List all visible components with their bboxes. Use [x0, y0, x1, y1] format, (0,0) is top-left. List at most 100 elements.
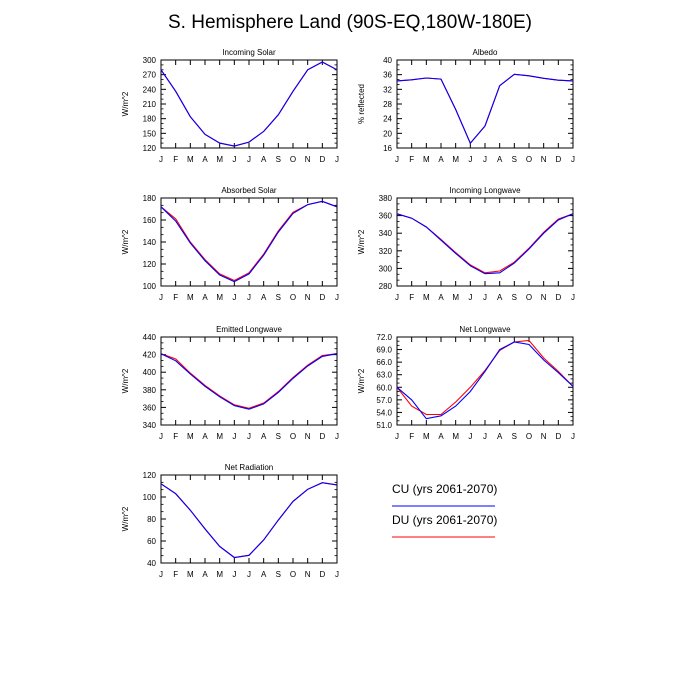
panel-net-longwave-series-cu-yrs-2061-2070 [396, 341, 574, 420]
panel-net-radiation-xtick-label: A [261, 570, 267, 579]
panel-net-longwave-xtick-label: J [571, 432, 575, 441]
panel-absorbed-solar-xtick-label: D [319, 293, 325, 302]
panel-incoming-solar-xtick-label: O [290, 155, 296, 164]
panel-albedo-xtick-label: F [409, 155, 414, 164]
panel-emitted-longwave-xtick-label: J [247, 432, 251, 441]
panel-emitted-longwave-ytick-label: 340 [143, 421, 157, 430]
panel-incoming-solar-series-du-yrs-2061-2070 [160, 61, 338, 147]
panel-absorbed-solar-ytick-label: 100 [143, 282, 157, 291]
panel-net-longwave-xtick-label: F [409, 432, 414, 441]
panel-incoming-longwave-xtick-label: J [395, 293, 399, 302]
panel-absorbed-solar-xtick-label: N [305, 293, 311, 302]
panel-incoming-solar-ylabel: W/m^2 [121, 91, 130, 116]
panel-net-longwave-xtick-label: A [497, 432, 503, 441]
panel-incoming-longwave-ytick-label: 380 [379, 194, 393, 203]
panel-net-radiation-xtick-label: M [216, 570, 223, 579]
panel-incoming-longwave-ytick-label: 360 [379, 212, 393, 221]
panel-net-longwave-ytick-label: 60.0 [376, 383, 392, 392]
panel-incoming-solar-xtick-label: J [232, 155, 236, 164]
panel-absorbed-solar-xtick-label: J [159, 293, 163, 302]
panel-incoming-solar-xtick-label: A [261, 155, 267, 164]
panel-albedo-ytick-label: 20 [383, 129, 392, 138]
panel-emitted-longwave-xtick-label: O [290, 432, 296, 441]
panel-emitted-longwave-xtick-label: A [202, 432, 208, 441]
panel-net-longwave-ytick-label: 54.0 [376, 408, 392, 417]
panel-incoming-longwave-ytick-label: 300 [379, 264, 393, 273]
panel-net-longwave-ylabel: W/m^2 [357, 368, 366, 393]
panel-absorbed-solar-ylabel: W/m^2 [121, 229, 130, 254]
panel-emitted-longwave-xtick-label: J [159, 432, 163, 441]
figure-title: S. Hemisphere Land (90S-EQ,180W-180E) [168, 12, 532, 33]
panel-net-longwave-series-du-yrs-2061-2070 [396, 339, 574, 416]
panel-incoming-longwave-xtick-label: S [512, 293, 517, 302]
panel-incoming-longwave-xtick-label: O [526, 293, 532, 302]
panel-emitted-longwave-xtick-label: D [319, 432, 325, 441]
panel-emitted-longwave-xtick-label: J [232, 432, 236, 441]
panel-net-longwave-xtick-label: M [423, 432, 430, 441]
panel-net-longwave-ytick-label: 72.0 [376, 333, 392, 342]
panel-net-radiation-xtick-label: M [187, 570, 194, 579]
panel-incoming-solar-xtick-label: N [305, 155, 311, 164]
panel-net-longwave-xtick-label: D [555, 432, 561, 441]
panel-net-radiation-ytick-label: 80 [147, 515, 156, 524]
panel-emitted-longwave-xtick-label: J [335, 432, 339, 441]
panel-net-radiation-xtick-label: F [173, 570, 178, 579]
panel-incoming-longwave-xtick-label: N [541, 293, 547, 302]
panel-incoming-solar-ytick-label: 270 [143, 71, 157, 80]
panel-emitted-longwave-xtick-label: A [261, 432, 267, 441]
panel-absorbed-solar-xtick-label: M [216, 293, 223, 302]
panel-net-longwave-ytick-label: 66.0 [376, 358, 392, 367]
panel-incoming-solar-frame [160, 59, 338, 149]
panel-absorbed-solar-xtick-label: M [187, 293, 194, 302]
panel-net-longwave-ytick-label: 63.0 [376, 371, 392, 380]
panel-net-radiation-ytick-label: 40 [147, 559, 156, 568]
panel-absorbed-solar-title: Absorbed Solar [221, 186, 276, 195]
panel-net-radiation-series-du-yrs-2061-2070 [160, 482, 338, 559]
panel-absorbed-solar-xtick-label: J [232, 293, 236, 302]
panel-incoming-solar-xtick-label: A [202, 155, 208, 164]
panel-albedo-title: Albedo [473, 48, 498, 57]
panel-albedo-xtick-label: M [452, 155, 459, 164]
panel-absorbed-solar-xtick-label: F [173, 293, 178, 302]
panel-net-radiation-ytick-label: 120 [143, 471, 157, 480]
panel-incoming-longwave-ylabel: W/m^2 [357, 229, 366, 254]
panel-emitted-longwave-xtick-label: F [173, 432, 178, 441]
panel-albedo-frame [396, 59, 574, 149]
panel-absorbed-solar-series-cu-yrs-2061-2070 [160, 200, 338, 283]
legend-label-du: DU (yrs 2061-2070) [392, 513, 498, 527]
panel-emitted-longwave-xtick-label: S [276, 432, 281, 441]
panel-absorbed-solar-ytick-label: 120 [143, 260, 157, 269]
panel-absorbed-solar-xtick-label: J [335, 293, 339, 302]
panel-net-radiation-ytick-label: 100 [143, 493, 157, 502]
panel-net-longwave-title: Net Longwave [459, 325, 511, 334]
panel-incoming-longwave-ytick-label: 280 [379, 282, 393, 291]
panel-albedo-ytick-label: 24 [383, 115, 392, 124]
panel-incoming-longwave-title: Incoming Longwave [449, 186, 521, 195]
panel-emitted-longwave-title: Emitted Longwave [216, 325, 282, 334]
panel-incoming-longwave-xtick-label: M [423, 293, 430, 302]
panel-emitted-longwave-ytick-label: 400 [143, 368, 157, 377]
panel-emitted-longwave-frame [160, 336, 338, 426]
panel-incoming-longwave-ytick-label: 320 [379, 247, 393, 256]
panel-incoming-solar-xtick-label: F [173, 155, 178, 164]
panel-absorbed-solar-xtick-label: S [276, 293, 281, 302]
panel-incoming-longwave-xtick-label: J [571, 293, 575, 302]
panel-emitted-longwave-ytick-label: 420 [143, 351, 157, 360]
panel-net-radiation-xtick-label: D [319, 570, 325, 579]
panel-incoming-longwave-xtick-label: F [409, 293, 414, 302]
panel-emitted-longwave-series-cu-yrs-2061-2070 [160, 353, 338, 410]
panel-emitted-longwave-xtick-label: M [187, 432, 194, 441]
panel-net-radiation-ytick-label: 60 [147, 537, 156, 546]
panel-net-radiation-xtick-label: O [290, 570, 296, 579]
panel-net-radiation-series-cu-yrs-2061-2070 [160, 482, 338, 559]
panel-absorbed-solar-ytick-label: 140 [143, 238, 157, 247]
legend-label-cu: CU (yrs 2061-2070) [392, 482, 498, 496]
panel-absorbed-solar-xtick-label: O [290, 293, 296, 302]
panel-incoming-longwave-xtick-label: J [483, 293, 487, 302]
